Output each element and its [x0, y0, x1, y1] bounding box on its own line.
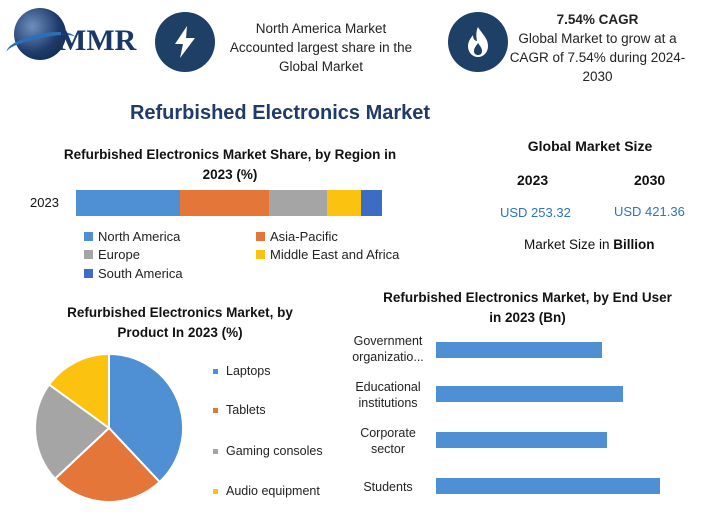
- logo-text: MMR: [58, 24, 137, 57]
- legend-label: Asia-Pacific: [270, 229, 338, 244]
- market-size-year-2023: 2023: [517, 172, 549, 188]
- end-user-bar: [436, 478, 660, 494]
- legend-south-america: South America: [84, 266, 183, 281]
- pie-legend-tablets: Tablets: [213, 403, 266, 417]
- legend-swatch: [84, 250, 93, 259]
- badge-2-text: 7.54% CAGR Global Market to grow at a CA…: [505, 10, 690, 86]
- pie-legend-gaming-consoles: Gaming consoles: [213, 444, 323, 458]
- badge-2-line: CAGR of 7.54% during 2024-: [509, 50, 686, 65]
- pie-legend-label: Gaming consoles: [226, 444, 323, 458]
- pie-legend-label: Tablets: [226, 403, 266, 417]
- legend-label: Europe: [98, 247, 140, 262]
- region-stacked-bar: [76, 190, 382, 216]
- flame-icon: [448, 12, 508, 72]
- pie-legend-label: Audio equipment: [226, 484, 320, 498]
- logo-globe: [14, 8, 66, 60]
- pie-legend-swatch: [213, 407, 218, 413]
- category-line: organizatio...: [352, 350, 424, 364]
- market-size-note-prefix: Market Size in: [524, 237, 614, 252]
- badge-2-line: 2030: [582, 69, 613, 84]
- badge-2-title: 7.54% CAGR: [556, 12, 639, 27]
- legend-swatch: [256, 232, 265, 241]
- pie-slice-audio-equipment: [47, 352, 110, 430]
- category-line: sector: [370, 442, 406, 456]
- legend-swatch: [256, 250, 265, 259]
- region-segment-middle-east-and-africa: [326, 190, 361, 216]
- region-segment-south-america: [360, 190, 382, 216]
- category-line: Educational: [355, 380, 421, 394]
- end-user-bar: [436, 386, 624, 402]
- market-size-note: Market Size in Billion: [524, 237, 655, 252]
- legend-europe: Europe: [84, 247, 140, 262]
- legend-label: North America: [98, 229, 181, 244]
- legend-label: Middle East and Africa: [270, 247, 400, 262]
- market-size-year-2030: 2030: [634, 172, 666, 188]
- end-user-category-label: Corporate sector: [343, 425, 433, 457]
- pie-legend-swatch: [213, 448, 218, 454]
- pie-slice-gaming-consoles: [34, 383, 111, 481]
- legend-swatch: [84, 269, 93, 278]
- pie-legend-swatch: [213, 368, 218, 374]
- badge-1-line: Global Market: [278, 59, 364, 74]
- pie-slice-laptops: [108, 352, 184, 484]
- end-user-category-label: Educational institutions: [343, 379, 433, 411]
- badge-1-line: Accounted largest share in the: [229, 40, 413, 55]
- legend-swatch: [84, 232, 93, 241]
- end-user-bar: [436, 432, 608, 448]
- end-user-bar: [436, 342, 603, 358]
- end-user-category-label: Government organizatio...: [343, 333, 433, 365]
- category-line: institutions: [358, 396, 418, 410]
- legend-middle-east-africa: Middle East and Africa: [256, 247, 399, 262]
- category-line: Students: [363, 480, 413, 494]
- region-segment-north-america: [76, 190, 181, 216]
- end-user-category-label: Students: [343, 479, 433, 495]
- pie-legend-swatch: [213, 488, 218, 494]
- page-title: Refurbished Electronics Market: [129, 102, 431, 124]
- region-segment-europe: [268, 190, 327, 216]
- pie-slice-tablets: [53, 426, 162, 503]
- market-size-value-2030: USD 421.36: [614, 204, 685, 219]
- pie-legend-audio-equipment: Audio equipment: [213, 484, 320, 498]
- category-line: Government: [353, 334, 423, 348]
- end-user-chart-title: Refurbished Electronics Market, by End U…: [383, 290, 672, 325]
- legend-label: South America: [98, 266, 183, 281]
- lightning-icon: [155, 12, 215, 72]
- region-year-label: 2023: [30, 195, 59, 210]
- badge-2-line: Global Market to grow at a: [518, 31, 677, 46]
- end-user-bar-area: [436, 330, 676, 500]
- product-pie-chart: [34, 352, 184, 503]
- market-size-value-2023: USD 253.32: [500, 205, 571, 220]
- market-size-title: Global Market Size: [527, 138, 653, 154]
- badge-1-line: North America Market: [255, 21, 387, 36]
- product-chart-title: Refurbished Electronics Market, by Produ…: [67, 305, 293, 340]
- badge-1-text: North America Market Accounted largest s…: [216, 19, 426, 76]
- legend-north-america: North America: [84, 229, 180, 244]
- region-segment-asia-pacific: [180, 190, 269, 216]
- category-line: Corporate: [360, 426, 416, 440]
- pie-legend-label: Laptops: [226, 364, 271, 378]
- region-chart-title: Refurbished Electronics Market Share, by…: [63, 147, 397, 182]
- pie-legend-laptops: Laptops: [213, 364, 270, 378]
- legend-asia-pacific: Asia-Pacific: [256, 229, 338, 244]
- market-size-note-unit: Billion: [613, 237, 655, 252]
